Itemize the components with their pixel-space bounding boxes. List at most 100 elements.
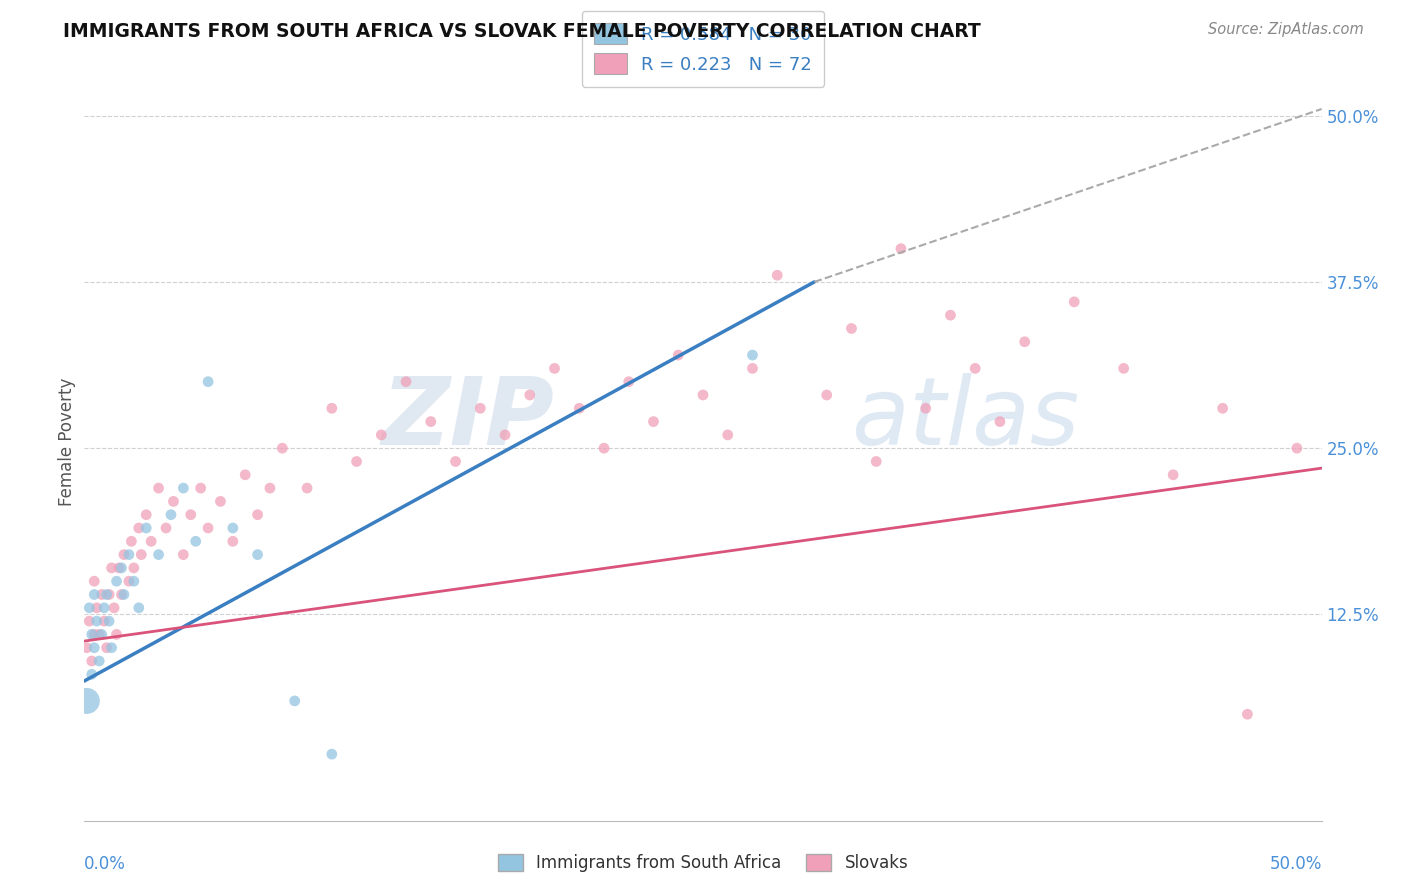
Point: [197, 375, 219, 389]
Point: [233, 467, 256, 482]
Point: [184, 534, 207, 549]
Point: [122, 561, 145, 575]
Point: [939, 308, 962, 322]
Point: [222, 534, 245, 549]
Point: [135, 508, 157, 522]
Point: [86, 614, 108, 628]
Point: [1161, 467, 1184, 482]
Point: [155, 521, 177, 535]
Point: [419, 415, 441, 429]
Point: [259, 481, 281, 495]
Point: [1063, 294, 1085, 309]
Point: [988, 415, 1011, 429]
Point: [222, 521, 245, 535]
Point: [209, 494, 232, 508]
Point: [76, 694, 98, 708]
Point: [103, 600, 125, 615]
Point: [135, 521, 157, 535]
Point: [83, 574, 105, 589]
Point: [86, 600, 108, 615]
Point: [128, 521, 150, 535]
Point: [96, 587, 118, 601]
Point: [1212, 401, 1234, 416]
Point: [890, 242, 912, 256]
Text: Source: ZipAtlas.com: Source: ZipAtlas.com: [1208, 22, 1364, 37]
Point: [148, 481, 170, 495]
Point: [79, 600, 101, 615]
Text: IMMIGRANTS FROM SOUTH AFRICA VS SLOVAK FEMALE POVERTY CORRELATION CHART: IMMIGRANTS FROM SOUTH AFRICA VS SLOVAK F…: [63, 22, 981, 41]
Point: [112, 548, 135, 562]
Point: [395, 375, 418, 389]
Point: [80, 654, 103, 668]
Point: [1236, 707, 1258, 722]
Point: [180, 508, 202, 522]
Point: [89, 654, 111, 668]
Point: [914, 401, 936, 416]
Point: [80, 667, 103, 681]
Point: [80, 627, 103, 641]
Point: [129, 548, 152, 562]
Point: [741, 361, 763, 376]
Point: [76, 640, 98, 655]
Point: [83, 587, 105, 601]
Point: [284, 694, 307, 708]
Text: 0.0%: 0.0%: [84, 855, 127, 872]
Point: [666, 348, 689, 362]
Point: [148, 548, 170, 562]
Point: [246, 508, 269, 522]
Point: [112, 587, 135, 601]
Point: [90, 587, 112, 601]
Point: [105, 574, 128, 589]
Point: [122, 574, 145, 589]
Point: [110, 587, 132, 601]
Point: [494, 428, 516, 442]
Point: [172, 548, 194, 562]
Point: [100, 640, 122, 655]
Point: [815, 388, 838, 402]
Text: ZIP: ZIP: [381, 373, 554, 465]
Point: [96, 640, 118, 655]
Point: [543, 361, 565, 376]
Point: [717, 428, 740, 442]
Point: [295, 481, 318, 495]
Point: [643, 415, 665, 429]
Point: [98, 614, 121, 628]
Point: [128, 600, 150, 615]
Point: [841, 321, 863, 335]
Point: [271, 441, 294, 455]
Point: [1014, 334, 1036, 349]
Point: [346, 454, 368, 468]
Point: [98, 587, 121, 601]
Point: [1285, 441, 1308, 455]
Point: [120, 534, 142, 549]
Y-axis label: Female Poverty: Female Poverty: [58, 377, 76, 506]
Point: [162, 494, 184, 508]
Point: [100, 561, 122, 575]
Point: [321, 401, 343, 416]
Point: [108, 561, 131, 575]
Point: [172, 481, 194, 495]
Point: [370, 428, 392, 442]
Point: [965, 361, 987, 376]
Point: [444, 454, 467, 468]
Point: [160, 508, 183, 522]
Point: [692, 388, 714, 402]
Text: atlas: atlas: [852, 373, 1080, 465]
Point: [741, 348, 763, 362]
Point: [93, 600, 115, 615]
Point: [1112, 361, 1135, 376]
Point: [865, 454, 887, 468]
Text: 50.0%: 50.0%: [1270, 855, 1322, 872]
Point: [519, 388, 541, 402]
Point: [190, 481, 212, 495]
Point: [197, 521, 219, 535]
Point: [79, 614, 101, 628]
Legend: R = 0.584   N = 30, R = 0.223   N = 72: R = 0.584 N = 30, R = 0.223 N = 72: [582, 11, 824, 87]
Point: [470, 401, 492, 416]
Legend: Immigrants from South Africa, Slovaks: Immigrants from South Africa, Slovaks: [498, 854, 908, 872]
Point: [321, 747, 343, 761]
Point: [83, 627, 105, 641]
Point: [93, 614, 115, 628]
Point: [105, 627, 128, 641]
Point: [766, 268, 789, 283]
